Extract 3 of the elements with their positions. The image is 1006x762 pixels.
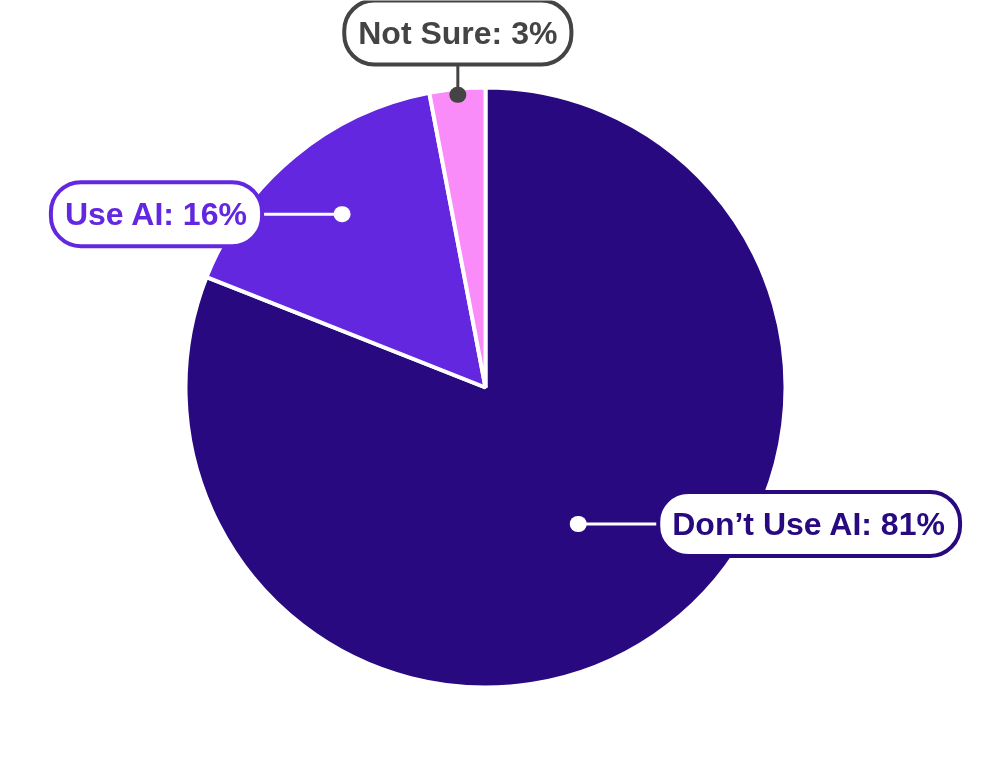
slice-label: Use AI: 16% bbox=[64, 196, 247, 233]
slice-label: Don’t Use AI: 81% bbox=[672, 505, 945, 542]
slice-label: Not Sure: 3% bbox=[358, 14, 558, 51]
